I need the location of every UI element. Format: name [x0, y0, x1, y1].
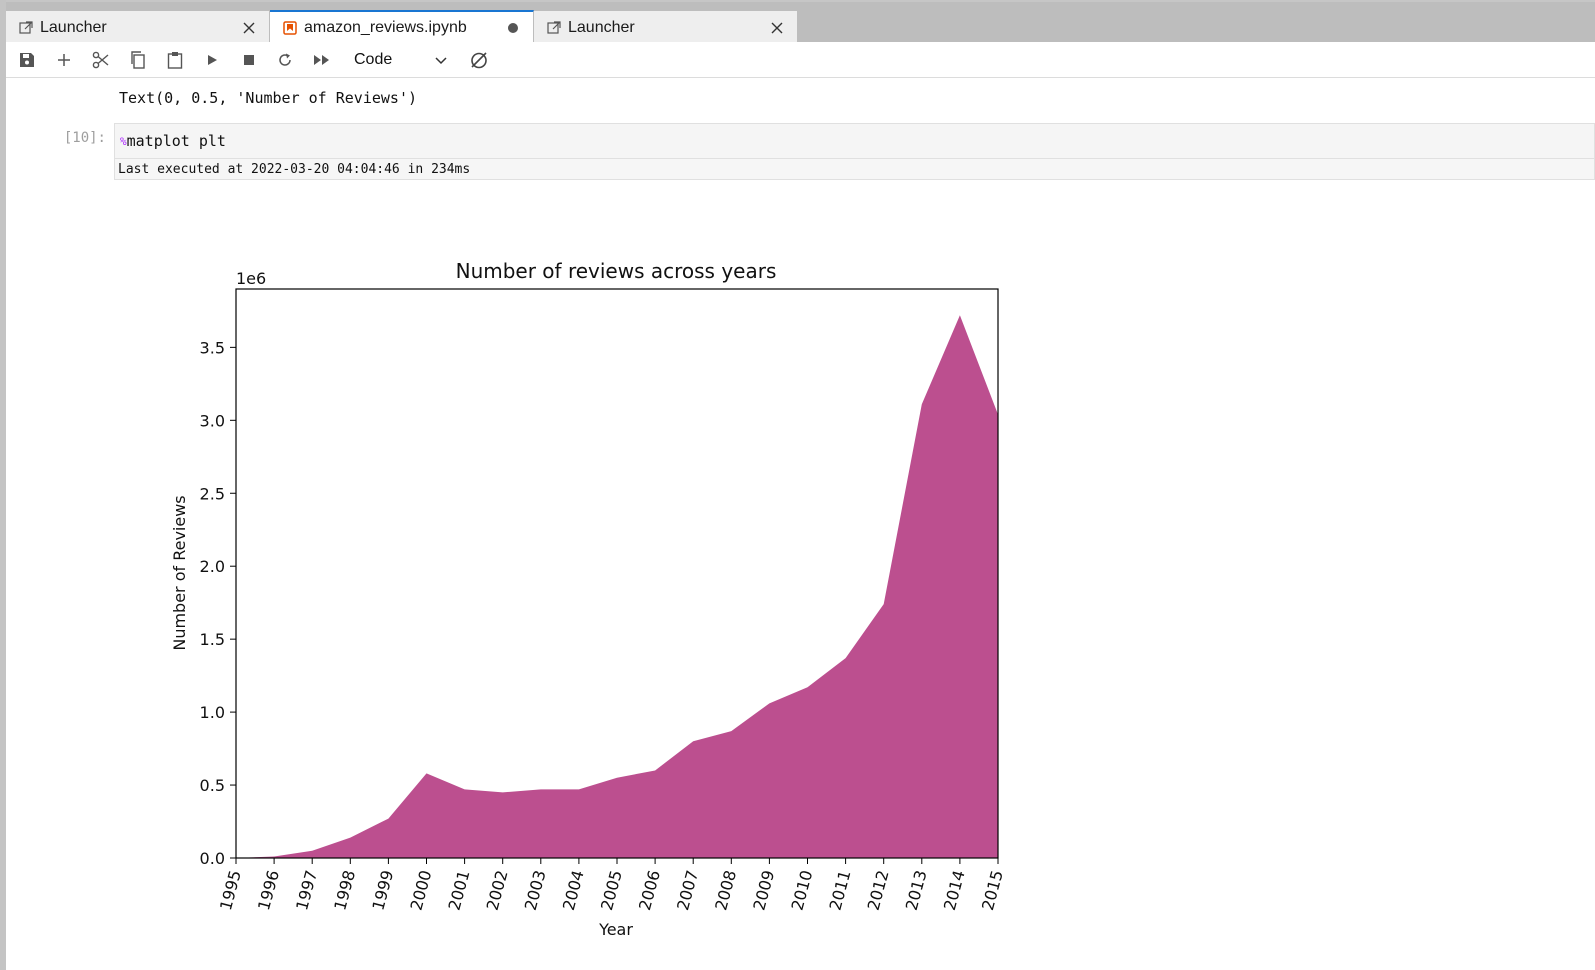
- execution-time-note: Last executed at 2022-03-20 04:04:46 in …: [114, 159, 1595, 180]
- y-tick-label: 3.0: [200, 411, 225, 430]
- tab-launcher-2[interactable]: Launcher: [534, 11, 798, 44]
- y-tick-label: 1.0: [200, 703, 225, 722]
- x-tick-label: 2001: [445, 868, 474, 912]
- tab-launcher-1[interactable]: Launcher: [6, 11, 270, 44]
- x-tick-label: 2007: [673, 868, 702, 912]
- x-tick-label: 2008: [711, 868, 740, 912]
- y-offset-label: 1e6: [236, 269, 266, 288]
- x-tick-label: 2012: [864, 868, 893, 912]
- cell-prompt: [10]:: [63, 130, 106, 146]
- x-tick-label: 2002: [483, 868, 512, 912]
- tab-label: Launcher: [40, 18, 107, 36]
- x-tick-label: 2009: [749, 868, 778, 912]
- tab-label: Launcher: [568, 18, 635, 36]
- code-cell-input[interactable]: % matplot plt: [114, 123, 1595, 159]
- y-tick-label: 2.0: [200, 557, 225, 576]
- save-icon[interactable]: [16, 49, 38, 71]
- notebook-icon: [282, 20, 298, 36]
- close-icon[interactable]: [769, 20, 785, 36]
- x-tick-label: 1998: [330, 868, 359, 912]
- x-axis: 1995 1996 1997 1998 1999 2000 2001 2002 2003 2004…: [216, 858, 1007, 912]
- y-axis: 0.0 0.5 1.0 1.5 2.0 2.5 3.0 3.5: [200, 338, 236, 868]
- y-tick-label: 2.5: [200, 484, 225, 503]
- y-tick-label: 1.5: [200, 630, 225, 649]
- close-icon[interactable]: [241, 20, 257, 36]
- launcher-icon: [546, 20, 562, 36]
- launcher-icon: [18, 20, 34, 36]
- unsaved-dot-icon[interactable]: [505, 20, 521, 36]
- copy-icon[interactable]: [127, 49, 149, 71]
- area-series: [236, 315, 998, 858]
- x-tick-label: 2011: [826, 868, 855, 912]
- tab-label: amazon_reviews.ipynb: [304, 19, 467, 36]
- x-tick-label: 2003: [521, 868, 550, 912]
- chart-output: 0.0 0.5 1.0 1.5 2.0 2.5 3.0 3.5 1995 1996 1997 199…: [150, 240, 1050, 960]
- x-tick-label: 2006: [635, 868, 664, 912]
- notebook-toolbar: Code: [6, 42, 1595, 78]
- chevron-down-icon: [434, 53, 448, 67]
- tab-bar: Launcher amazon_reviews.ipynb Launcher: [6, 0, 1595, 44]
- cell-type-label: Code: [354, 51, 393, 68]
- chart-title: Number of reviews across years: [456, 259, 777, 283]
- x-tick-label: 2015: [978, 868, 1007, 912]
- x-axis-label: Year: [598, 920, 633, 939]
- x-tick-label: 1995: [216, 868, 245, 912]
- x-tick-label: 1997: [292, 868, 321, 912]
- previous-cell-output: Text(0, 0.5, 'Number of Reviews'): [119, 89, 418, 107]
- x-tick-label: 1996: [254, 868, 283, 912]
- y-tick-label: 0.0: [200, 849, 225, 868]
- y-tick-label: 0.5: [200, 776, 225, 795]
- code-text: matplot plt: [126, 132, 226, 150]
- run-icon[interactable]: [201, 49, 223, 71]
- y-axis-label: Number of Reviews: [170, 495, 189, 650]
- cut-icon[interactable]: [90, 49, 112, 71]
- x-tick-label: 2013: [902, 868, 931, 912]
- x-tick-label: 2004: [559, 868, 588, 912]
- area-chart: 0.00.51.01.52.02.53.03.5 1995 1996 1997 199…: [170, 259, 1007, 939]
- x-tick-label: 2005: [597, 868, 626, 912]
- x-tick-label: 2000: [406, 868, 435, 912]
- kernel-status-icon[interactable]: [468, 49, 490, 71]
- left-gutter: [0, 0, 6, 970]
- restart-icon[interactable]: [274, 49, 296, 71]
- magic-symbol: %: [120, 134, 127, 148]
- plot-area: [235, 288, 999, 859]
- plus-icon[interactable]: [53, 49, 75, 71]
- x-tick-label: 2014: [940, 868, 969, 912]
- stop-icon[interactable]: [238, 49, 260, 71]
- cell-type-select[interactable]: Code: [346, 47, 450, 73]
- paste-icon[interactable]: [164, 49, 186, 71]
- tab-amazon-reviews[interactable]: amazon_reviews.ipynb: [270, 10, 534, 44]
- x-tick-label: 2010: [787, 868, 816, 912]
- x-tick-label: 1999: [368, 868, 397, 912]
- y-tick-label: 3.5: [200, 338, 225, 357]
- run-all-icon[interactable]: [311, 49, 333, 71]
